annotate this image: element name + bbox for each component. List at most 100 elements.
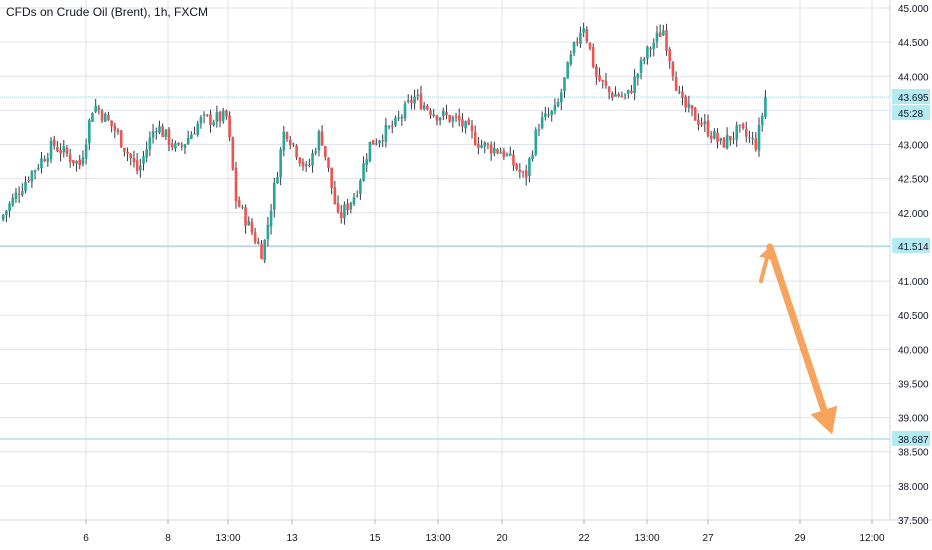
candle-body [445,112,448,116]
candle-body [735,125,738,140]
candle-body [502,150,506,157]
candle-body [703,121,707,125]
candle-body [49,140,53,160]
candle-body [87,120,91,144]
y-tick-label: 44.000 [898,72,929,83]
grid [0,0,890,521]
arrow-head[interactable] [810,405,838,435]
candle-body [308,165,311,167]
time-axis[interactable]: 6 8 13:00 13 15 13:00 20 22 13:00 27 29 12:00 [83,520,885,544]
candle-body [384,125,388,143]
candle-body [30,171,34,182]
candle-body [59,150,62,154]
candle-body [741,123,745,129]
candle-body [84,144,88,159]
price-badge-label: 43.695 [898,93,929,104]
candle-body [36,167,40,169]
y-tick-label: 38.500 [898,448,929,459]
candle-body [24,181,27,191]
chart-title: CFDs on Crude Oil (Brent), 1h, FXCM [6,5,208,19]
candle-body [142,156,145,164]
candle-body [693,107,697,121]
candle-body [346,203,349,211]
candle-body [454,115,458,117]
candle-body [687,103,691,108]
candle-body [480,145,483,148]
candle-body [566,62,569,79]
candle-body [665,30,668,51]
candle-body [662,30,665,36]
candle-body [40,158,43,169]
arrow-shaft[interactable] [766,243,828,414]
candle-body [78,159,82,166]
candle-body [448,115,451,122]
candle-body [544,113,547,118]
candles [1,22,767,264]
candle-body [636,73,640,79]
x-tick-label: 29 [794,533,806,544]
candle-body [713,131,716,139]
candle-body [614,94,617,97]
candle-body [295,145,298,158]
candle-body [365,159,369,165]
candle-body [94,105,97,112]
candle-body [540,117,544,129]
candle-body [339,212,343,218]
candle-body [579,32,582,44]
candle-body [183,144,187,148]
y-tick-label: 42.000 [898,209,929,220]
candle-body [601,80,605,82]
candle-body [263,239,267,261]
candle-body [135,160,139,171]
candle-body [1,214,5,220]
candle-body [352,197,356,205]
candle-body [744,128,748,137]
x-tick-label: 13 [286,533,298,544]
candle-body [751,138,754,140]
candle-body [709,135,713,139]
arrow-shaft[interactable] [758,256,769,284]
candle-body [633,76,636,94]
candle-body [521,171,525,173]
candle-body [441,110,445,117]
x-tick-label: 15 [369,533,381,544]
projection-arrows[interactable] [758,243,838,435]
candle-body [623,94,627,96]
y-tick-label: 39.500 [898,379,929,390]
price-badge [892,430,930,446]
candle-body [604,80,608,86]
price-levels [0,96,890,440]
candle-body [33,170,37,172]
candle-body [483,142,487,147]
x-tick-label: 20 [496,533,508,544]
candle-body [215,112,219,122]
candle-body [764,97,767,118]
candle-body [515,164,518,170]
candle-body [550,110,554,116]
candle-body [467,119,471,125]
candle-body [697,119,700,125]
candle-body [272,182,276,210]
candle-body [202,114,206,116]
candle-body [209,114,212,125]
candle-body [237,200,241,207]
candle-body [588,42,592,49]
price-badge [892,237,930,253]
y-tick-label: 38.000 [898,482,929,493]
candle-body [518,169,522,173]
candle-body [754,138,758,150]
price-axis[interactable]: 45.00044.50044.00043.50043.00042.50042.0… [898,4,929,527]
candle-body [537,129,541,131]
candle-body [11,197,15,206]
candle-body [247,220,251,226]
candle-body [221,110,225,122]
candle-body [116,130,120,132]
candle-body [432,114,436,117]
candle-body [630,90,633,93]
candle-body [375,143,378,145]
candle-body [390,125,394,127]
candle-body [378,140,381,144]
candle-body [470,125,474,132]
